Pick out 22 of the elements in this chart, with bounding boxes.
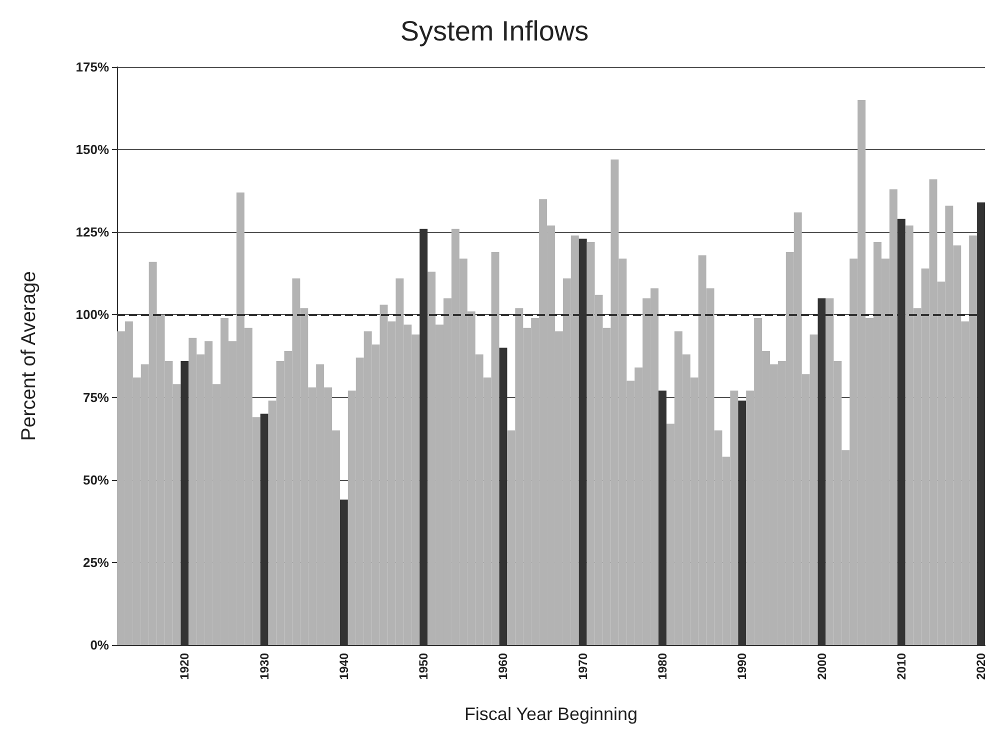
y-tick-label: 100%	[76, 307, 110, 322]
y-tick-label: 75%	[82, 390, 110, 405]
y-tick-label: 25%	[82, 554, 110, 570]
x-tick-label: 1960	[496, 652, 510, 680]
y-axis-title: Percent of Average	[18, 271, 40, 441]
y-tick-label: 50%	[82, 472, 110, 488]
x-tick-label: 1940	[336, 652, 351, 680]
y-tick-label: 125%	[76, 224, 110, 240]
chart-title: System Inflows	[400, 16, 589, 46]
x-tick-label: 1990	[735, 652, 750, 680]
x-tick-label: 2000	[814, 652, 829, 680]
x-tick-label: 1950	[416, 652, 431, 680]
x-tick-label: 1930	[257, 652, 272, 680]
x-tick-label: 1980	[655, 652, 670, 680]
y-tick-label: 175%	[76, 60, 110, 74]
x-tick-label: 2020	[974, 652, 988, 680]
x-tick-label: 1970	[576, 652, 590, 680]
x-axis-title: Fiscal Year Beginning	[464, 704, 638, 724]
x-tick-label: 2010	[894, 652, 908, 680]
y-tick-label: 150%	[76, 142, 110, 158]
y-tick-label: 0%	[90, 638, 110, 652]
x-tick-label: 1920	[178, 652, 192, 680]
